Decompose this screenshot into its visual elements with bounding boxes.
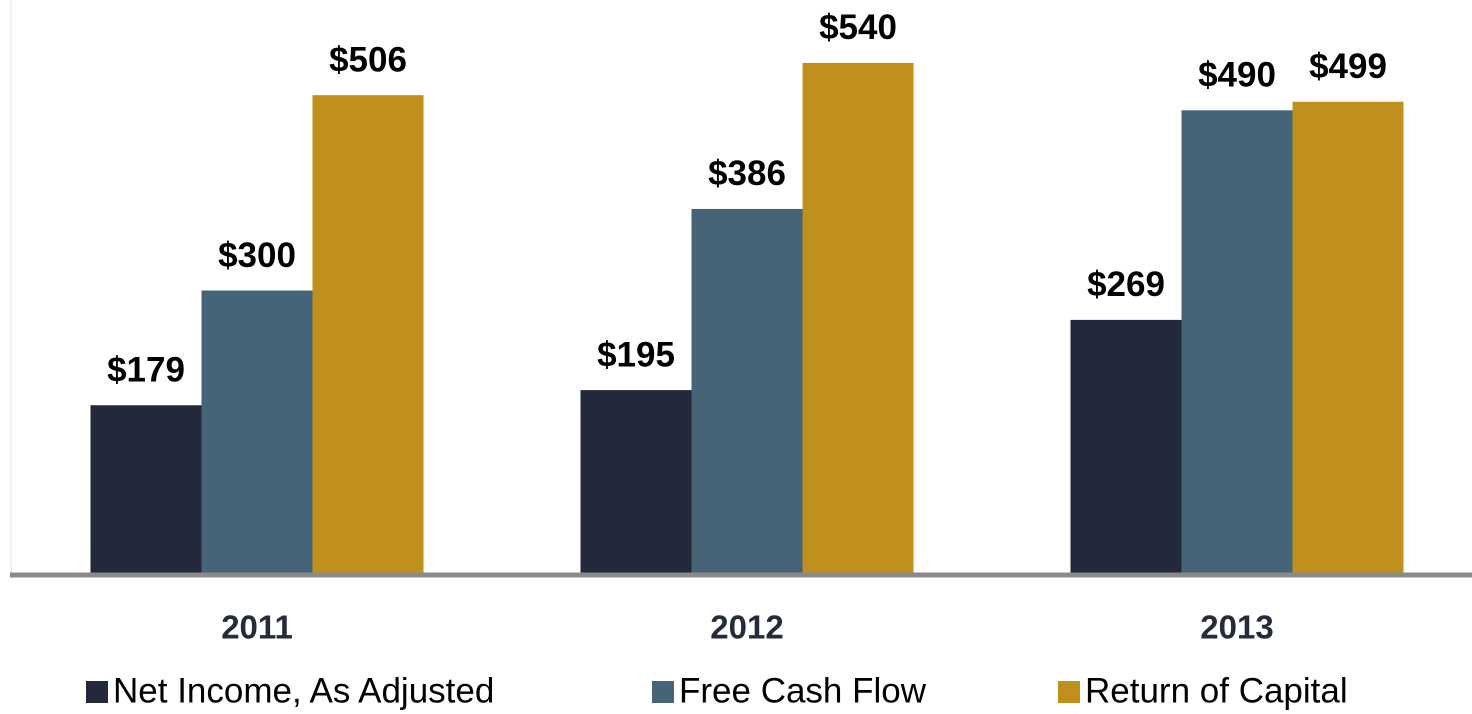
legend-swatch xyxy=(1058,681,1080,703)
value-label: $300 xyxy=(218,236,296,275)
value-label: $195 xyxy=(597,335,675,374)
bar xyxy=(1181,110,1293,576)
value-label: $540 xyxy=(819,8,897,47)
x-tick-label: 2012 xyxy=(710,609,783,646)
legend-label: Net Income, As Adjusted xyxy=(113,671,494,710)
bar xyxy=(1070,319,1182,575)
bar xyxy=(580,390,692,575)
value-label: $499 xyxy=(1309,47,1387,86)
legend-swatch xyxy=(652,681,674,703)
x-tick-label: 2013 xyxy=(1200,609,1273,646)
bar xyxy=(201,290,313,575)
bar xyxy=(1292,101,1404,575)
value-label: $269 xyxy=(1087,265,1165,304)
value-label: $490 xyxy=(1198,56,1276,95)
x-tick-label: 2011 xyxy=(221,609,293,646)
legend-label: Free Cash Flow xyxy=(679,671,927,710)
legend-label: Return of Capital xyxy=(1085,671,1348,710)
value-label: $179 xyxy=(107,350,185,389)
bar xyxy=(802,62,914,575)
value-label: $386 xyxy=(708,154,786,193)
legend-swatch xyxy=(86,681,108,703)
bar xyxy=(691,208,803,575)
bar xyxy=(312,95,424,575)
value-label: $506 xyxy=(329,40,407,79)
bar xyxy=(90,405,202,575)
